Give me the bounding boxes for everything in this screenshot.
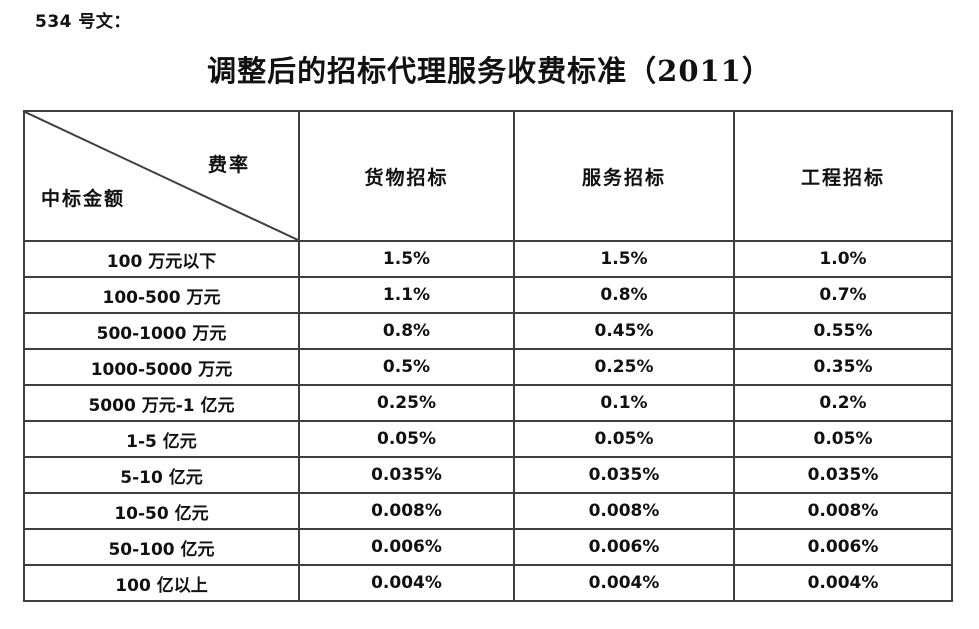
rate-cell: 0.35% xyxy=(733,348,953,386)
column-header-service-bidding: 服务招标 xyxy=(513,110,735,242)
rate-cell: 0.5% xyxy=(298,348,515,386)
rate-cell: 0.2% xyxy=(733,384,953,422)
amount-cell: 1-5 亿元 xyxy=(23,420,300,458)
corner-label-rate: 费率 xyxy=(207,154,250,176)
rate-cell: 0.05% xyxy=(513,420,735,458)
amount-cell: 100 万元以下 xyxy=(23,240,300,278)
rate-cell: 0.004% xyxy=(298,564,515,602)
table-row: 50-100 亿元 0.006% 0.006% 0.006% xyxy=(23,528,953,566)
rate-cell: 0.8% xyxy=(298,312,515,350)
rate-cell: 0.05% xyxy=(298,420,515,458)
rate-cell: 0.035% xyxy=(298,456,515,494)
amount-cell: 50-100 亿元 xyxy=(23,528,300,566)
rate-cell: 0.05% xyxy=(733,420,953,458)
table-row: 100 万元以下 1.5% 1.5% 1.0% xyxy=(23,240,953,278)
amount-cell: 5-10 亿元 xyxy=(23,456,300,494)
table-row: 1000-5000 万元 0.5% 0.25% 0.35% xyxy=(23,348,953,386)
rate-cell: 1.0% xyxy=(733,240,953,278)
diagonal-divider-line xyxy=(25,112,298,240)
rate-cell: 0.004% xyxy=(733,564,953,602)
rate-cell: 0.006% xyxy=(298,528,515,566)
table-row: 100-500 万元 1.1% 0.8% 0.7% xyxy=(23,276,953,314)
amount-cell: 10-50 亿元 xyxy=(23,492,300,530)
rate-cell: 0.004% xyxy=(513,564,735,602)
rate-cell: 0.1% xyxy=(513,384,735,422)
doc-number-label: 534 号文： xyxy=(35,12,131,32)
table-row: 1-5 亿元 0.05% 0.05% 0.05% xyxy=(23,420,953,458)
table-row: 5000 万元-1 亿元 0.25% 0.1% 0.2% xyxy=(23,384,953,422)
rate-cell: 0.55% xyxy=(733,312,953,350)
table-row: 100 亿以上 0.004% 0.004% 0.004% xyxy=(23,564,953,602)
rate-cell: 0.25% xyxy=(513,348,735,386)
amount-cell: 5000 万元-1 亿元 xyxy=(23,384,300,422)
amount-cell: 100 亿以上 xyxy=(23,564,300,602)
table-row: 10-50 亿元 0.008% 0.008% 0.008% xyxy=(23,492,953,530)
page-title: 调整后的招标代理服务收费标准（2011） xyxy=(207,54,772,88)
rate-cell: 0.008% xyxy=(298,492,515,530)
rate-cell: 0.8% xyxy=(513,276,735,314)
column-header-engineering-bidding: 工程招标 xyxy=(733,110,953,242)
table-row: 5-10 亿元 0.035% 0.035% 0.035% xyxy=(23,456,953,494)
rate-cell: 0.45% xyxy=(513,312,735,350)
rate-cell: 0.008% xyxy=(733,492,953,530)
rate-cell: 0.006% xyxy=(733,528,953,566)
corner-header-cell: 费率 中标金额 xyxy=(23,110,300,242)
rate-cell: 1.1% xyxy=(298,276,515,314)
column-header-goods-bidding: 货物招标 xyxy=(298,110,515,242)
rate-cell: 0.25% xyxy=(298,384,515,422)
table-header-row: 费率 中标金额 货物招标 服务招标 工程招标 xyxy=(23,110,953,242)
rate-cell: 0.008% xyxy=(513,492,735,530)
rate-cell: 0.035% xyxy=(513,456,735,494)
rate-cell: 0.006% xyxy=(513,528,735,566)
corner-label-amount: 中标金额 xyxy=(41,188,126,210)
rate-cell: 0.035% xyxy=(733,456,953,494)
rate-cell: 1.5% xyxy=(513,240,735,278)
fee-rate-table: 费率 中标金额 货物招标 服务招标 工程招标 100 万元以下 1.5% 1.5… xyxy=(23,110,953,602)
amount-cell: 100-500 万元 xyxy=(23,276,300,314)
rate-cell: 1.5% xyxy=(298,240,515,278)
amount-cell: 500-1000 万元 xyxy=(23,312,300,350)
table-row: 500-1000 万元 0.8% 0.45% 0.55% xyxy=(23,312,953,350)
amount-cell: 1000-5000 万元 xyxy=(23,348,300,386)
rate-cell: 0.7% xyxy=(733,276,953,314)
